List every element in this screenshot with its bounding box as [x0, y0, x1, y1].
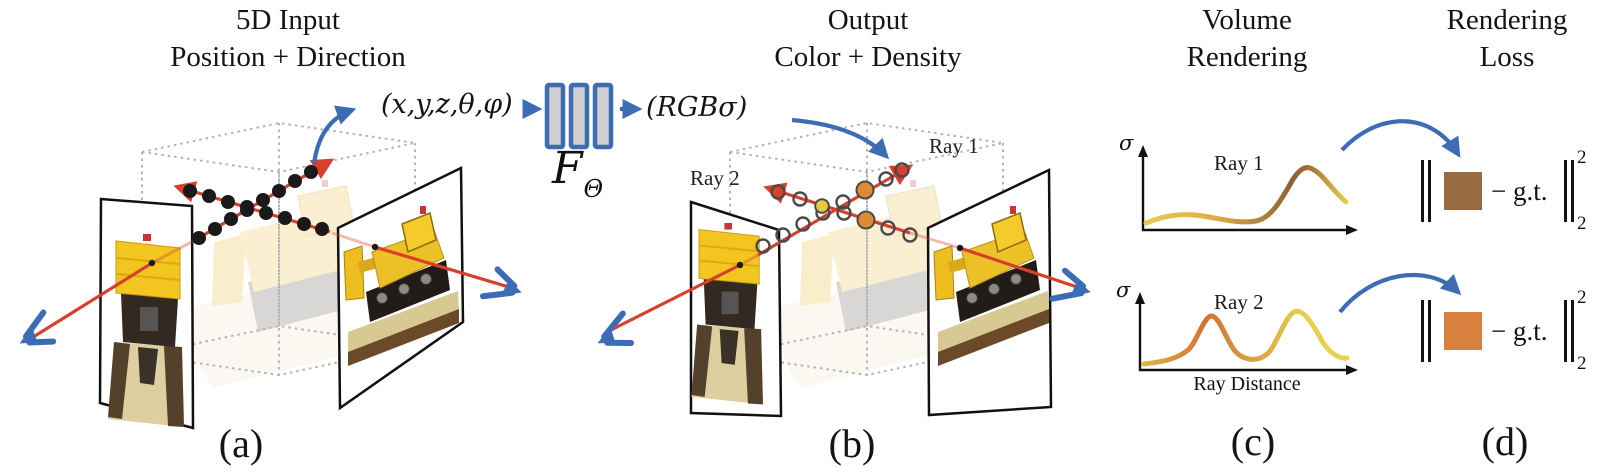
- sample-points-a: [148, 165, 379, 267]
- norm-close-bars: 2 2: [1564, 287, 1586, 374]
- panel-c-title-line2: Rendering: [1186, 41, 1308, 73]
- panel-b-scene: [591, 117, 1095, 418]
- loss-term-ray2: − g.t. 2 2: [1421, 287, 1586, 374]
- colored-sample-orange-ray2: [856, 210, 876, 230]
- network-function-f: F: [552, 143, 583, 194]
- norm-exponent-2: 2: [1576, 287, 1587, 308]
- norm-subscript-2: 2: [1576, 353, 1587, 374]
- caption-c: (c): [1230, 419, 1276, 464]
- sigma-curve-ray2: [1141, 308, 1350, 367]
- panel-b-title-line2: Color + Density: [774, 41, 962, 73]
- arrow-ray2-to-loss: [1338, 272, 1462, 314]
- norm-close-bars: 2 2: [1564, 147, 1586, 234]
- panel-c-title: Volume Rendering: [1187, 2, 1308, 76]
- input-coordinates-label: (x,y,z,θ,φ): [381, 89, 513, 120]
- density-plot-ray2: [1135, 292, 1358, 375]
- predicted-color-swatch-ray2: [1444, 312, 1482, 350]
- panel-a-title-line2: Position + Direction: [170, 41, 406, 73]
- panel-a-title: 5D Input Position + Direction: [170, 2, 405, 76]
- plot1-ray1-label: Ray 1: [1214, 151, 1264, 175]
- plot2-ray2-label: Ray 2: [1214, 290, 1264, 314]
- norm-subscript-1: 2: [1576, 213, 1587, 234]
- bounding-cube-a: [141, 121, 416, 377]
- scene-ray2-label: Ray 2: [690, 166, 740, 190]
- scene-ray1-label: Ray 1: [929, 134, 979, 158]
- predicted-color-swatch-ray1: [1444, 172, 1482, 210]
- minus-gt-label-2: − g.t.: [1491, 315, 1548, 346]
- caption-d: (d): [1481, 419, 1529, 464]
- panel-b-title: Output Color + Density: [774, 2, 961, 76]
- output-rgbsigma-label: (RGBσ): [646, 92, 748, 123]
- sigma-curve-ray1: [1143, 165, 1349, 226]
- caption-a: (a): [218, 421, 264, 466]
- panel-d-title: Rendering Loss: [1447, 2, 1568, 76]
- norm-open-bars: [1421, 160, 1431, 222]
- plot2-yaxis-sigma: σ: [1116, 278, 1131, 302]
- image-plane-b-right: [926, 168, 1053, 417]
- colored-sample-orange-ray1: [855, 180, 875, 200]
- arrow-output-to-ray: [791, 117, 890, 160]
- panel-a-scene: [12, 105, 526, 430]
- camera-eye-b-right: [1052, 269, 1094, 306]
- minus-gt-label-1: − g.t.: [1491, 175, 1548, 206]
- network-layer-blocks: [544, 82, 614, 150]
- panel-b-title-line1: Output: [827, 4, 909, 36]
- image-plane-b-left: [689, 200, 783, 418]
- caption-b: (b): [828, 421, 876, 466]
- density-plot-ray1: [1138, 145, 1358, 235]
- norm-open-bars: [1421, 300, 1431, 362]
- plot2-xaxis-label: Ray Distance: [1193, 373, 1301, 395]
- panel-d-title-line2: Loss: [1479, 41, 1535, 73]
- image-plane-a-right: [336, 166, 465, 411]
- arrow-ray1-to-loss: [1340, 119, 1461, 158]
- panel-c-title-line1: Volume: [1202, 4, 1292, 36]
- panel-d-title-line1: Rendering: [1446, 4, 1568, 36]
- norm-exponent-1: 2: [1576, 147, 1587, 168]
- loss-term-ray1: − g.t. 2 2: [1421, 147, 1586, 234]
- mlp-network: [522, 82, 643, 150]
- arrow-sample-to-input: [311, 105, 357, 165]
- network-function-theta: Θ: [583, 175, 604, 203]
- colored-sample-yellow-ray2: [814, 198, 830, 214]
- panel-a-title-line1: 5D Input: [236, 4, 340, 36]
- network-function-label: FΘ: [552, 143, 603, 203]
- image-plane-a-left: [98, 197, 195, 430]
- plot1-yaxis-sigma: σ: [1119, 131, 1134, 155]
